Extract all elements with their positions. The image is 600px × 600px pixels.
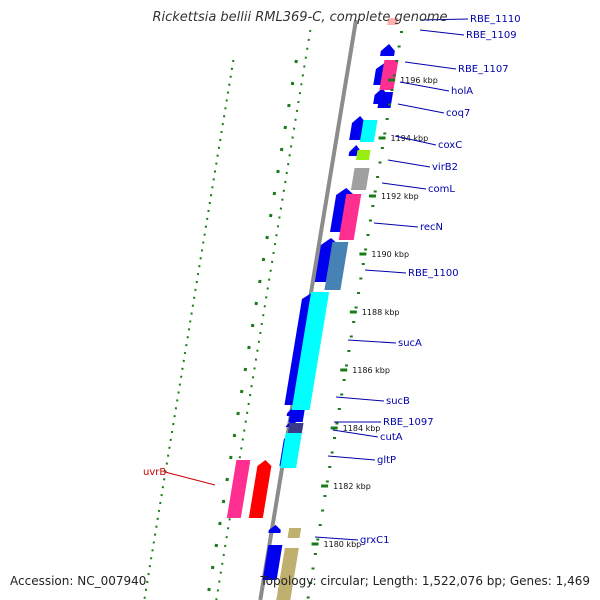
gene-top-mark: [387, 18, 399, 25]
cds-bottom: [262, 545, 283, 580]
leader-holA: [399, 81, 450, 92]
gene-label-comL: comL: [428, 184, 455, 195]
kbp-label-5: 1186 kbp: [352, 366, 390, 375]
gene-label-RBE_1110: RBE_1110: [470, 14, 521, 25]
leader-sucB: [335, 396, 385, 402]
gene-label-sucA: sucA: [398, 338, 422, 349]
gene-label-RBE_1097: RBE_1097: [383, 417, 434, 428]
gene-label-RBE_1107: RBE_1107: [458, 64, 509, 75]
gene-label-holA: holA: [451, 86, 473, 97]
leader-cutA: [332, 429, 379, 438]
cds-reverse-8: [288, 410, 305, 422]
cds-bottom-cog: [276, 548, 299, 600]
grxC1-cds: [268, 525, 281, 533]
kbp-label-4: 1188 kbp: [362, 308, 400, 317]
cds-reverse-4: [350, 168, 370, 190]
gene-label-coxC: coxC: [438, 140, 462, 151]
cds-reverse-2: [359, 120, 378, 142]
gene-label-grxC1: grxC1: [360, 535, 389, 546]
kbp-label-2: 1192 kbp: [381, 192, 419, 201]
leader-sucA: [347, 339, 397, 344]
gene-label-uvrB: uvrB: [143, 467, 166, 478]
accession-label: Accession: NC_007940: [10, 574, 147, 588]
gene-label-sucB: sucB: [386, 396, 410, 407]
leader-recN: [373, 222, 419, 228]
leader-uvrB: [164, 471, 216, 486]
gene-label-cutA: cutA: [380, 432, 403, 443]
cds-forward-0: [380, 44, 395, 56]
kbp-label-3: 1190 kbp: [371, 250, 409, 259]
grxC1-cog: [287, 528, 302, 538]
cds-reverse-1: [377, 92, 394, 108]
kbp-label-6: 1184 kbp: [343, 424, 381, 433]
cds-reverse-0: [379, 60, 399, 90]
cds-reverse-6: [324, 242, 349, 290]
genome-summary: Topology: circular; Length: 1,522,076 bp…: [260, 574, 590, 588]
cds-reverse-9: [287, 423, 304, 433]
gene-label-RBE_1100: RBE_1100: [408, 268, 459, 279]
leader-gltP: [327, 455, 376, 461]
kbp-label-1: 1194 kbp: [391, 134, 429, 143]
inner-ring-left: [143, 59, 235, 600]
outer-ring-left: [215, 29, 312, 600]
leader-grxC1: [314, 536, 359, 541]
leader-RBE_1100: [364, 269, 407, 274]
uvrB-arrow: [248, 460, 272, 518]
uvrB-gene: [226, 460, 251, 518]
gene-label-gltP: gltP: [377, 455, 396, 466]
gene-label-RBE_1109: RBE_1109: [466, 30, 517, 41]
cds-reverse-10: [280, 433, 302, 468]
leader-coq7: [397, 103, 445, 114]
leader-comL: [381, 182, 427, 190]
map-title: Rickettsia bellii RML369-C, complete gen…: [152, 10, 448, 25]
kbp-label-0: 1196 kbp: [400, 76, 438, 85]
kbp-label-7: 1182 kbp: [333, 482, 371, 491]
leader-virB2: [387, 159, 431, 168]
cds-reverse-5: [338, 194, 362, 240]
leader-RBE_1110: [419, 18, 469, 21]
gene-label-coq7: coq7: [446, 108, 470, 119]
gene-label-virB2: virB2: [432, 162, 458, 173]
cds-reverse-3: [355, 150, 371, 160]
leader-coxC: [394, 135, 437, 146]
kbp-label-8: 1180 kbp: [324, 540, 362, 549]
leader-RBE_1107: [404, 61, 457, 70]
leader-RBE_1109: [419, 29, 465, 36]
gene-label-recN: recN: [420, 222, 443, 233]
cds-reverse-7: [291, 292, 330, 410]
